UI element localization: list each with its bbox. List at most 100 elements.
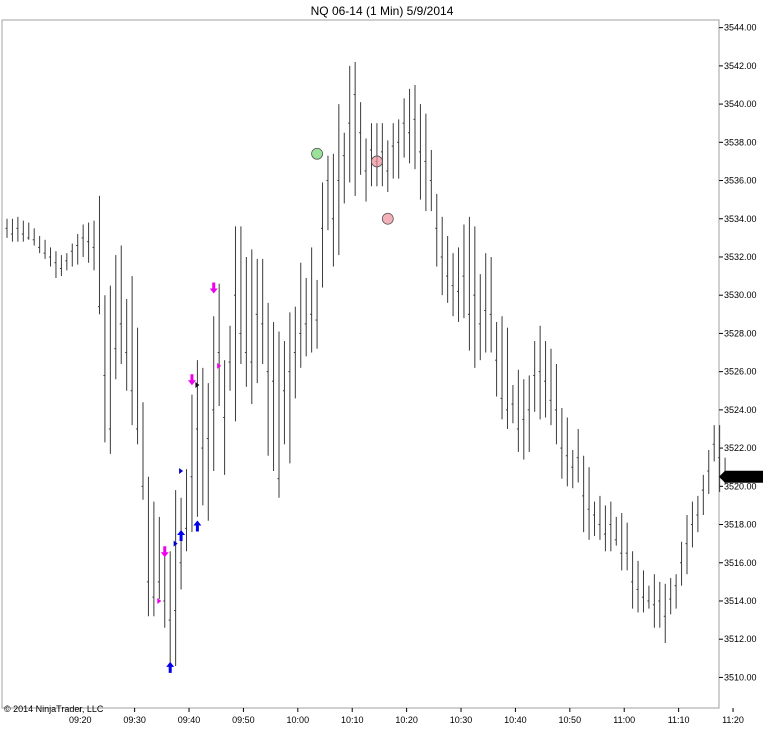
y-tick-label: 3532.00 — [724, 252, 757, 262]
price-bar — [609, 501, 612, 552]
time-axis: 09:20 09:30 09:40 09:50 10:00 10:10 10:20 10:30… — [69, 708, 744, 725]
price-bar — [397, 119, 400, 179]
price-bar — [146, 476, 149, 617]
price-bar — [690, 501, 693, 548]
price-bar — [299, 262, 302, 368]
signal-markers — [157, 147, 394, 673]
price-bar — [250, 249, 253, 405]
price-bar — [598, 495, 601, 540]
price-bar — [359, 102, 362, 175]
y-tick-label: 3542.00 — [724, 61, 757, 71]
price-bar — [179, 497, 182, 590]
price-bar — [380, 123, 383, 187]
price-bar — [239, 226, 242, 364]
price-bar — [712, 425, 715, 462]
price-bar — [108, 285, 111, 454]
price-bar — [136, 327, 139, 445]
chart-title: NQ 06-14 (1 Min) 5/9/2014 — [310, 4, 454, 18]
price-bar — [582, 455, 585, 533]
signal-circle-icon — [311, 147, 323, 160]
y-tick-label: 3528.00 — [724, 328, 757, 338]
price-bar — [440, 216, 443, 296]
price-bar — [718, 425, 721, 493]
price-bar — [217, 283, 220, 407]
price-bar — [152, 501, 155, 617]
price-bar — [16, 216, 19, 242]
price-bar — [685, 514, 688, 575]
signal-triangle-icon — [195, 382, 200, 389]
x-tick-label: 10:20 — [395, 715, 418, 725]
x-tick-label: 10:50 — [559, 715, 582, 725]
price-bar — [27, 222, 30, 240]
price-bar — [168, 551, 171, 670]
price-bar — [549, 348, 552, 426]
price-bar — [701, 474, 704, 515]
price-bar — [157, 516, 160, 600]
x-tick-label: 09:20 — [69, 715, 92, 725]
price-bar — [593, 501, 596, 536]
price-bar — [92, 220, 95, 271]
price-bar — [467, 216, 470, 351]
price-bar — [277, 331, 280, 498]
price-bar — [353, 62, 356, 196]
price-bar — [244, 256, 247, 387]
price-bar — [641, 570, 644, 613]
price-bar — [272, 321, 275, 472]
price-bar — [473, 226, 476, 368]
price-bar — [38, 235, 41, 254]
price-bar — [663, 583, 666, 644]
price-bar — [413, 84, 416, 170]
price-bar — [424, 113, 427, 212]
price-bar — [620, 513, 623, 571]
price-bar — [669, 578, 672, 615]
x-tick-label: 09:40 — [178, 715, 201, 725]
price-bar — [369, 123, 372, 187]
price-bar — [190, 394, 193, 533]
price-bar — [696, 495, 699, 533]
sell-arrow-icon — [209, 282, 218, 294]
copyright-text: © 2014 NinjaTrader, LLC — [4, 704, 104, 714]
price-bar — [538, 325, 541, 420]
price-bar — [185, 469, 188, 552]
buy-arrow-icon — [166, 661, 175, 673]
price-bar — [674, 574, 677, 609]
signal-triangle-icon — [217, 362, 222, 369]
price-bar — [446, 235, 449, 303]
price-bar — [163, 555, 166, 628]
price-bar — [174, 490, 177, 666]
price-bar — [54, 251, 57, 278]
price-bar — [304, 278, 307, 357]
price-bar — [65, 253, 68, 271]
sell-arrow-icon — [160, 546, 169, 558]
price-bar — [21, 220, 24, 242]
price-bar — [560, 407, 563, 479]
last-price-tag-shape — [719, 470, 763, 483]
price-bar — [331, 153, 334, 267]
signal-circle-icon — [371, 155, 383, 168]
y-tick-label: 3518.00 — [724, 520, 757, 530]
price-bar — [337, 104, 340, 256]
price-bar — [43, 239, 46, 259]
price-bar — [223, 360, 226, 475]
price-bar — [87, 222, 90, 263]
price-bar — [364, 138, 367, 202]
price-bar — [658, 581, 661, 628]
last-price-tag: 3520.50 — [719, 470, 763, 483]
price-bar — [489, 256, 492, 353]
y-tick-label: 3516.00 — [724, 558, 757, 568]
price-bar — [321, 182, 324, 288]
price-bar — [266, 302, 269, 456]
price-bar — [527, 375, 530, 452]
buy-arrow-icon — [193, 520, 202, 532]
x-tick-label: 09:50 — [232, 715, 255, 725]
y-tick-label: 3544.00 — [724, 23, 757, 33]
x-tick-label: 10:10 — [341, 715, 364, 725]
sell-arrow-icon — [187, 374, 196, 386]
price-bar — [495, 321, 498, 397]
price-bar — [315, 279, 318, 349]
price-bar — [293, 306, 296, 399]
price-bar — [228, 325, 231, 391]
price-bar — [484, 253, 487, 353]
price-bar — [49, 247, 52, 267]
